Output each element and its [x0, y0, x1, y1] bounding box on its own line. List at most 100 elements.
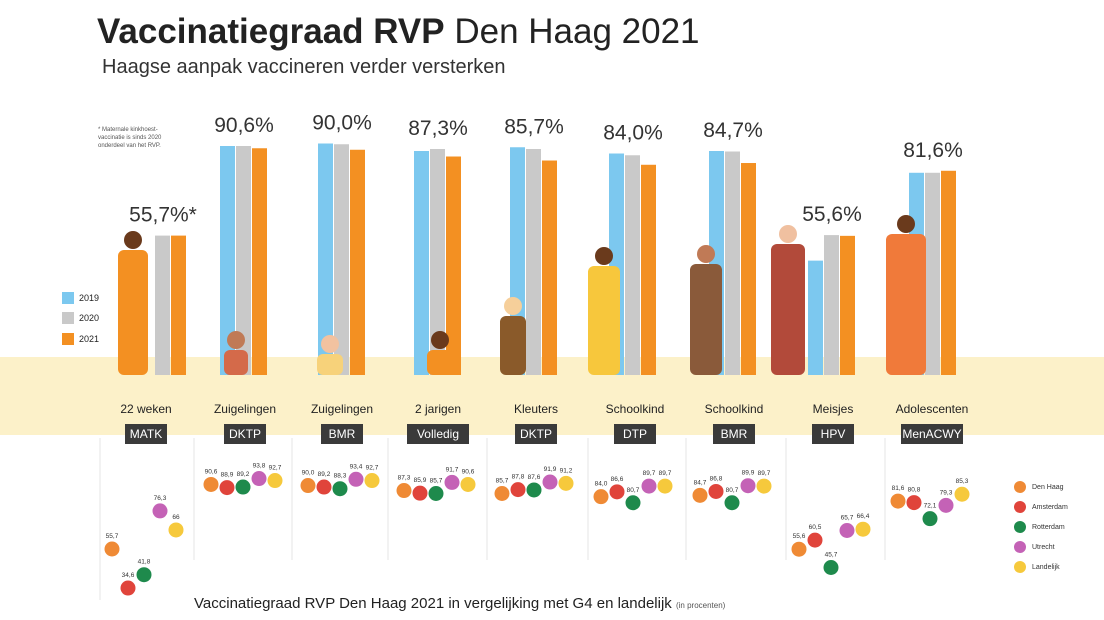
bar-2021-5: [542, 160, 557, 375]
dot-den-haag-5: [494, 486, 510, 502]
footnote: * Maternale kinkhoest-vaccinatie is sind…: [98, 127, 162, 149]
bar-2020-2: [236, 146, 251, 375]
dot-value-label: 87,6: [528, 474, 541, 481]
dot-value-label: 65,7: [841, 515, 854, 522]
legend-2021: 2021: [62, 333, 99, 345]
dot-value-label: 80,7: [627, 487, 640, 494]
vaccine-tag: HPV: [812, 424, 854, 444]
bar-value-label: 84,0%: [603, 122, 663, 145]
dot-value-label: 91,7: [446, 466, 459, 473]
bar-2021-3: [350, 149, 365, 375]
bar-2020-9: [925, 172, 940, 375]
category-label: Meisjes: [812, 402, 854, 416]
bar-2019-2: [220, 146, 235, 375]
g4-legend-amsterdam: Amsterdam: [1014, 501, 1068, 513]
bar-2021-2: [252, 148, 267, 375]
dot-value-label: 84,7: [694, 479, 707, 486]
dot-den-haag-8: [791, 541, 807, 557]
dot-value-label: 89,7: [659, 470, 672, 477]
dot-utrecht-1: [152, 503, 168, 519]
dot-value-label: 81,6: [892, 485, 905, 492]
dot-value-label: 86,6: [611, 476, 624, 483]
g4-legend-den-haag: Den Haag: [1014, 481, 1064, 493]
dot-rotterdam-9: [922, 511, 938, 527]
bar-value-label: 85,7%: [504, 115, 564, 138]
category-label: Adolescenten: [895, 402, 969, 416]
dot-rotterdam-5: [526, 482, 542, 498]
dot-den-haag-2: [203, 476, 219, 492]
category-label: Zuigelingen: [310, 402, 374, 416]
bar-2019-3: [318, 143, 333, 375]
dot-value-label: 72,1: [924, 503, 937, 510]
legend-label: Rotterdam: [1032, 523, 1065, 531]
dot-value-label: 88,9: [221, 472, 234, 479]
legend-dot: [1014, 561, 1026, 573]
dot-value-label: 90,0: [302, 470, 315, 477]
bar-value-label: 55,7%*: [129, 204, 197, 227]
dot-utrecht-2: [251, 471, 267, 487]
legend-label: Landelijk: [1032, 563, 1060, 571]
dot-landelijk-4: [460, 476, 476, 492]
dot-landelijk-8: [855, 521, 871, 537]
legend-label: Den Haag: [1032, 483, 1064, 491]
bar-2021-1: [171, 235, 186, 375]
dot-value-label: 79,3: [940, 489, 953, 496]
vaccine-tag: BMR: [321, 424, 363, 444]
category-label: Schoolkind: [605, 402, 665, 416]
person-figure-5: [500, 297, 526, 375]
dot-rotterdam-8: [823, 560, 839, 576]
dot-value-label: 87,8: [512, 474, 525, 481]
legend-dot: [1014, 501, 1026, 513]
legend-label: 2019: [79, 293, 100, 303]
bar-value-label: 81,6%: [903, 139, 963, 162]
g4-legend-rotterdam: Rotterdam: [1014, 521, 1065, 533]
dot-value-label: 93,4: [350, 463, 363, 470]
dot-landelijk-3: [364, 473, 380, 489]
bar-value-label: 55,6%: [802, 203, 862, 226]
category-label: Zuigelingen: [213, 402, 277, 416]
legend-dot: [1014, 541, 1026, 553]
bar-2019-4: [414, 151, 429, 375]
dot-value-label: 89,2: [318, 471, 331, 478]
bar-2020-6: [625, 155, 640, 375]
person-figure-9: [886, 215, 926, 375]
dot-utrecht-3: [348, 471, 364, 487]
legend-label: Amsterdam: [1032, 503, 1068, 511]
footer-text: Vaccinatiegraad RVP Den Haag 2021 in ver…: [194, 595, 672, 612]
dot-landelijk-9: [954, 486, 970, 502]
bar-2020-7: [725, 151, 740, 375]
dot-value-label: 85,7: [430, 478, 443, 485]
dot-landelijk-5: [558, 475, 574, 491]
legend-label: Utrecht: [1032, 543, 1055, 551]
dot-den-haag-7: [692, 487, 708, 503]
page-title: Vaccinatiegraad RVP Den Haag 2021: [97, 12, 700, 51]
bar-value-label: 84,7%: [703, 119, 763, 142]
dot-amsterdam-8: [807, 532, 823, 548]
dot-amsterdam-6: [609, 484, 625, 500]
dot-amsterdam-1: [120, 580, 136, 596]
legend-swatch: [62, 333, 74, 345]
dot-value-label: 86,8: [710, 475, 723, 482]
dot-amsterdam-2: [219, 480, 235, 496]
legend-dot: [1014, 521, 1026, 533]
person-figure-8: [771, 225, 805, 375]
dot-value-label: 87,3: [398, 475, 411, 482]
vaccine-tag: DTP: [614, 424, 656, 444]
dot-value-label: 89,2: [237, 471, 250, 478]
dot-amsterdam-4: [412, 485, 428, 501]
dot-value-label: 91,9: [544, 466, 557, 473]
dot-value-label: 91,2: [560, 467, 573, 474]
vaccine-tag: DKTP: [515, 424, 557, 444]
dot-value-label: 88,3: [334, 473, 347, 480]
dot-value-label: 90,6: [205, 468, 218, 475]
dot-rotterdam-4: [428, 486, 444, 502]
g4-legend-utrecht: Utrecht: [1014, 541, 1055, 553]
dot-value-label: 66,4: [857, 513, 870, 520]
vaccine-tag: BMR: [713, 424, 755, 444]
dot-amsterdam-5: [510, 482, 526, 498]
person-figure-1: [118, 231, 148, 375]
dot-value-label: 34,6: [122, 572, 135, 579]
dot-value-label: 66: [172, 514, 180, 521]
category-label: Kleuters: [513, 402, 559, 416]
